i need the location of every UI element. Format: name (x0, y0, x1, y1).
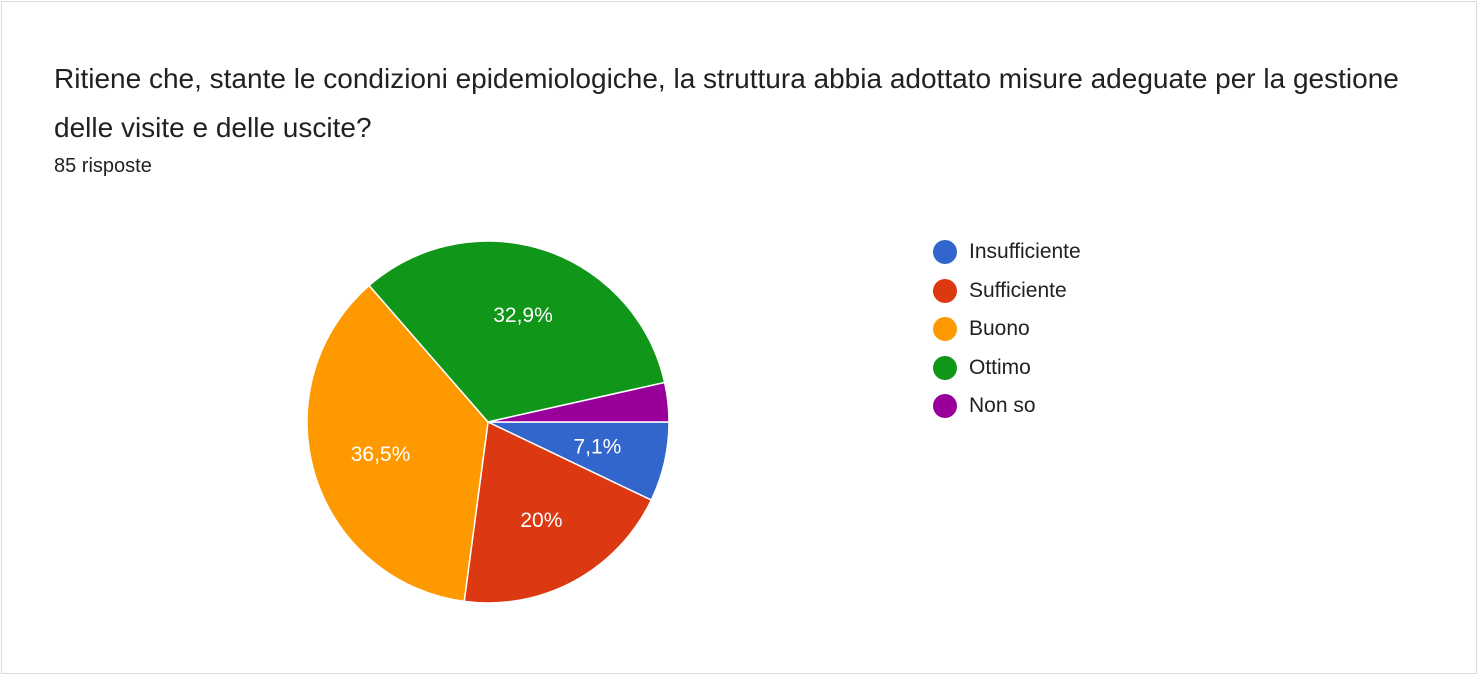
legend-item-insufficiente[interactable]: Insufficiente (933, 233, 1081, 272)
legend-item-buono[interactable]: Buono (933, 310, 1081, 349)
legend-label-insufficiente: Insufficiente (969, 240, 1081, 264)
response-count: 85 risposte (54, 155, 152, 177)
legend-swatch-sufficiente (933, 278, 957, 303)
chart-legend: Insufficiente Sufficiente Buono Ottimo Non s… (933, 233, 1081, 426)
legend-swatch-non-so (933, 394, 957, 419)
legend-label-ottimo: Ottimo (969, 355, 1031, 379)
legend-label-buono: Buono (969, 317, 1030, 341)
pie-label-buono: 36,5% (351, 443, 411, 466)
pie-slice-sufficiente[interactable] (463, 420, 653, 604)
legend-swatch-insufficiente (933, 240, 957, 265)
legend-swatch-buono (933, 317, 957, 342)
legend-label-sufficiente: Sufficiente (969, 278, 1067, 302)
question-title: Ritiene che, stante le condizioni epidem… (54, 63, 1399, 143)
legend-item-sufficiente[interactable]: Sufficiente (933, 272, 1081, 311)
pie-label-ottimo: 32,9% (493, 304, 553, 327)
pie-slice-ottimo[interactable] (368, 240, 666, 423)
pie-label-sufficiente: 20% (520, 509, 562, 532)
pie-slice-buono[interactable] (306, 284, 489, 603)
legend-swatch-ottimo (933, 355, 957, 380)
legend-item-ottimo[interactable]: Ottimo (933, 349, 1081, 388)
pie-label-insufficiente: 7,1% (573, 435, 621, 458)
legend-item-non-so[interactable]: Non so (933, 387, 1081, 426)
pie-slice-non-so[interactable] (487, 381, 670, 423)
legend-label-non-so: Non so (969, 394, 1036, 418)
